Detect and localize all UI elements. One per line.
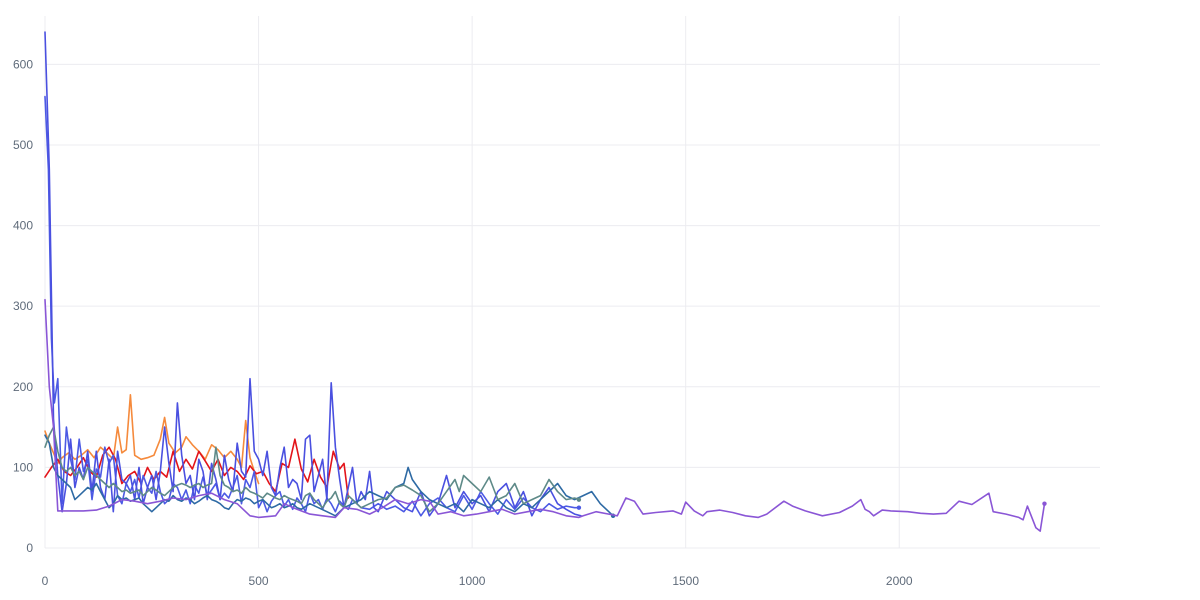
series-line-6	[44, 426, 580, 513]
series-line-4	[44, 31, 582, 517]
y-tick-label: 300	[13, 299, 33, 313]
series-lines	[44, 31, 1047, 532]
x-tick-label: 1500	[672, 574, 699, 588]
series-line-2	[44, 438, 350, 499]
tick-labels: 0 100 200 300 400 500 600 0 500 1000 1500 2000	[13, 57, 913, 588]
series-line-1	[44, 394, 260, 485]
series-line-5	[44, 434, 614, 517]
x-tick-label: 2000	[886, 574, 913, 588]
y-tick-label: 600	[13, 57, 33, 71]
y-tick-label: 200	[13, 380, 33, 394]
x-tick-label: 1000	[459, 574, 486, 588]
x-tick-label: 500	[249, 574, 269, 588]
y-tick-label: 500	[13, 138, 33, 152]
y-tick-label: 400	[13, 219, 33, 233]
y-tick-label: 0	[26, 541, 33, 555]
series-line-3	[44, 95, 580, 517]
x-tick-label: 0	[42, 574, 49, 588]
series-line-7	[44, 298, 1046, 532]
series-end-marker-6	[576, 497, 582, 502]
grid-lines	[44, 16, 1100, 549]
series-end-marker-3	[576, 505, 582, 510]
series-end-marker-7	[1042, 501, 1047, 506]
y-tick-label: 100	[13, 460, 33, 474]
